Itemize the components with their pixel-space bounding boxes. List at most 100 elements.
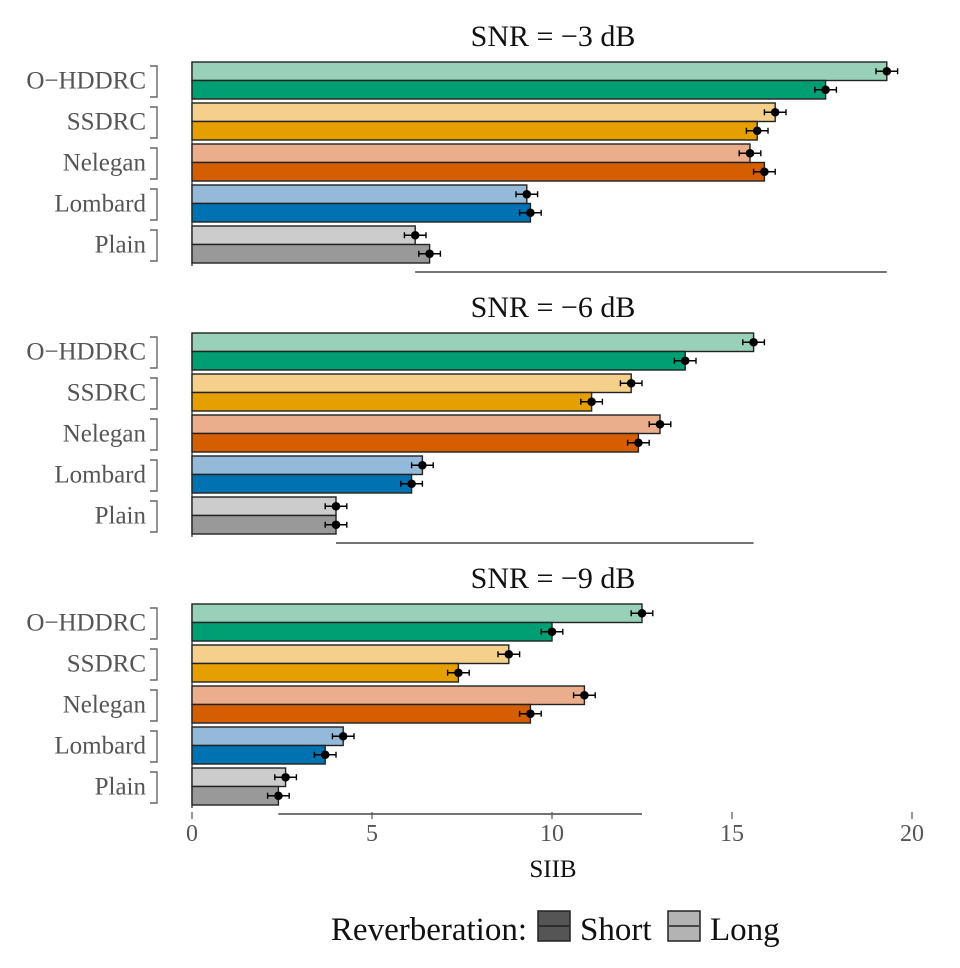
mean-point	[749, 337, 758, 347]
mean-point	[320, 750, 330, 760]
mean-point	[821, 85, 830, 95]
bar-short-nelegan	[191, 432, 640, 453]
category-group-ssdrc: SSDRC	[67, 644, 521, 683]
mean-point	[454, 668, 463, 678]
panel-2: SNR = −6 dB O−HDDRC SSDRC Nelegan Lombard Pla…	[26, 291, 766, 544]
bar-short-nelegan	[191, 703, 532, 724]
bar-short-plain	[191, 785, 280, 806]
category-label: Plain	[95, 774, 147, 801]
category-group-plain: Plain	[95, 496, 348, 535]
bar-long-lombard	[191, 184, 528, 205]
category-group-nelegan: Nelegan	[63, 143, 776, 182]
category-group-nelegan: Nelegan	[63, 414, 672, 453]
bar-long-nelegan	[191, 685, 586, 706]
bar-long-ssdrc	[191, 644, 510, 665]
x-tick-label: 15	[720, 821, 744, 847]
bar-long-lombard	[191, 726, 344, 747]
category-label: Nelegan	[63, 150, 147, 177]
category-group-plain: Plain	[95, 225, 442, 264]
category-bracket	[150, 771, 158, 804]
mean-point	[274, 791, 283, 801]
bar-short-plain	[191, 514, 337, 535]
mean-point	[637, 608, 647, 618]
mean-point	[504, 649, 514, 659]
x-tick-label: 5	[366, 821, 378, 847]
mean-point	[407, 479, 416, 489]
category-bracket	[150, 459, 158, 492]
x-tick-label: 10	[540, 821, 564, 847]
legend-label: Short	[580, 912, 652, 948]
panel-title: SNR = −9 dB	[471, 562, 636, 595]
bar-long-lombard	[191, 455, 424, 476]
category-bracket	[150, 147, 158, 180]
legend-entry-short: Short	[537, 910, 652, 948]
bar-long-ssdrc	[191, 102, 776, 123]
x-tick-label: 20	[900, 821, 924, 847]
category-group-o-hddrc: O−HDDRC	[26, 603, 654, 642]
category-label: Lombard	[54, 462, 146, 489]
category-bracket	[150, 229, 158, 262]
panels-layer: SNR = −3 dB O−HDDRC SSDRC Nelegan Lombard Pla…	[26, 20, 899, 815]
category-group-o-hddrc: O−HDDRC	[26, 332, 766, 371]
bar-long-plain	[191, 225, 416, 246]
bar-long-o-hddrc	[191, 332, 755, 353]
bar-short-lombard	[191, 202, 532, 223]
mean-point	[760, 167, 769, 177]
category-label: SSDRC	[67, 380, 146, 407]
bar-long-o-hddrc	[191, 61, 888, 82]
mean-point	[580, 690, 589, 700]
mean-point	[547, 627, 557, 637]
mean-point	[410, 230, 420, 240]
bar-long-o-hddrc	[191, 603, 643, 624]
mean-point	[522, 189, 532, 199]
bar-short-lombard	[191, 744, 326, 765]
mean-point	[418, 460, 427, 470]
bar-short-lombard	[191, 473, 413, 494]
category-bracket	[150, 188, 158, 221]
mean-point	[331, 501, 341, 511]
mean-point	[680, 356, 690, 366]
category-group-lombard: Lombard	[54, 184, 542, 223]
legend: Reverberation: Short Long	[331, 910, 780, 948]
bar-long-plain	[191, 496, 337, 517]
category-bracket	[150, 336, 158, 369]
bar-short-o-hddrc	[191, 79, 827, 100]
bar-long-ssdrc	[191, 373, 632, 394]
bar-short-ssdrc	[191, 391, 593, 412]
category-label: SSDRC	[67, 651, 146, 678]
bar-short-plain	[191, 243, 431, 264]
category-bracket	[150, 65, 158, 98]
category-label: Nelegan	[63, 692, 147, 719]
bar-short-ssdrc	[191, 120, 758, 141]
category-bracket	[150, 730, 158, 763]
panel-title: SNR = −6 dB	[471, 291, 636, 324]
mean-point	[626, 378, 636, 388]
bar-short-ssdrc	[191, 662, 460, 683]
category-group-nelegan: Nelegan	[63, 685, 596, 724]
mean-point	[338, 731, 348, 741]
panel-1: SNR = −3 dB O−HDDRC SSDRC Nelegan Lombard Pla…	[26, 20, 899, 273]
category-label: O−HDDRC	[26, 339, 146, 366]
mean-point	[634, 438, 643, 448]
category-bracket	[150, 418, 158, 451]
category-group-o-hddrc: O−HDDRC	[26, 61, 899, 100]
category-group-ssdrc: SSDRC	[67, 373, 643, 412]
mean-point	[752, 126, 762, 136]
bar-short-nelegan	[191, 161, 766, 182]
category-label: Lombard	[54, 191, 146, 218]
category-group-plain: Plain	[95, 767, 298, 806]
panel-title: SNR = −3 dB	[471, 20, 636, 53]
category-bracket	[150, 106, 158, 139]
legend-entry-long: Long	[667, 910, 780, 948]
x-tick-label: 0	[186, 821, 198, 847]
category-label: SSDRC	[67, 109, 146, 136]
category-group-ssdrc: SSDRC	[67, 102, 787, 141]
category-label: O−HDDRC	[26, 610, 146, 637]
mean-point	[425, 249, 434, 259]
mean-point	[281, 772, 290, 782]
legend-title: Reverberation:	[331, 912, 527, 948]
category-group-lombard: Lombard	[54, 726, 355, 765]
bar-short-o-hddrc	[191, 350, 686, 371]
category-bracket	[150, 689, 158, 722]
